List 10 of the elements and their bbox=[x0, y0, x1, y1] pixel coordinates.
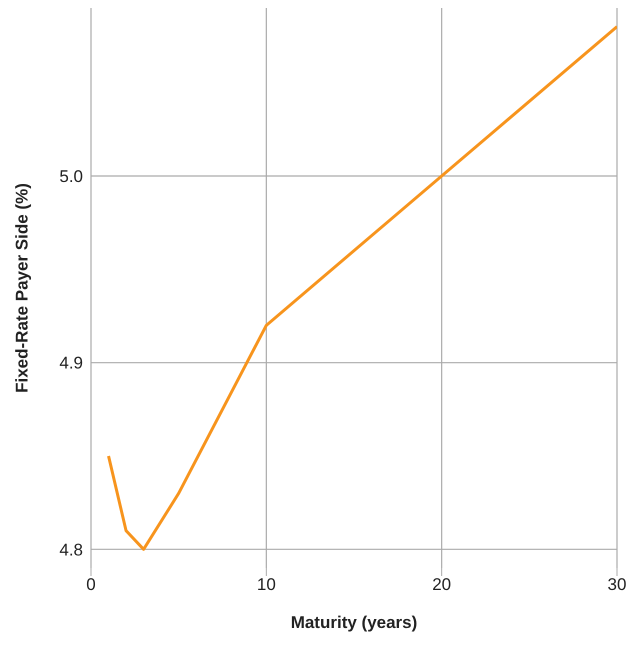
line-series bbox=[107, 25, 617, 551]
x-tick-label: 30 bbox=[608, 575, 626, 594]
y-tick-label: 4.8 bbox=[59, 540, 83, 560]
y-tick-label: 5.0 bbox=[59, 167, 83, 186]
x-tick-label: 0 bbox=[86, 575, 96, 594]
x-tick-label: 10 bbox=[256, 575, 276, 594]
x-axis-title: Maturity (years) bbox=[290, 613, 418, 632]
y-tick-label: 4.9 bbox=[59, 354, 83, 373]
x-tick-label: 20 bbox=[432, 575, 452, 594]
y-axis-title: Fixed-Rate Payer Side (%) bbox=[12, 183, 32, 393]
